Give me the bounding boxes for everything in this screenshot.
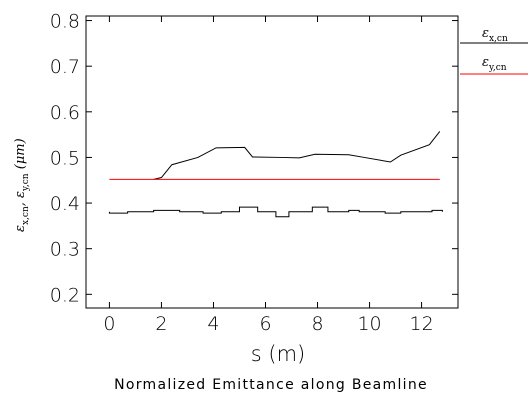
x-axis-label: s (m) [251, 342, 305, 366]
y-tick-label: 0.7 [50, 56, 80, 78]
series-line-0 [153, 131, 441, 180]
legend-entry-x-subscript: x,cn [489, 34, 508, 44]
y-tick-label: 0.2 [50, 284, 80, 306]
legend-entry-y-subscript: y,cn [488, 63, 507, 73]
x-tick-label: 2 [155, 313, 167, 335]
svg-text:εy,cn: εy,cn [482, 55, 507, 73]
series-layer [108, 131, 443, 218]
plot-frame [85, 15, 459, 309]
x-tick-label: 4 [207, 313, 219, 335]
y-tick-label: 0.8 [50, 11, 80, 33]
x-tick-label: 8 [311, 313, 323, 335]
y-axis-label-eps-x: ε [13, 225, 28, 232]
legend-entry-y: εy,cn [460, 55, 528, 75]
y-tick-label: 0.4 [50, 193, 80, 215]
y-axis-label-sub-y: y,cn [21, 173, 31, 192]
y-axis-label-sub-x: x,cn [21, 206, 31, 225]
legend: εx,cn εy,cn [460, 26, 528, 75]
y-tick-label: 0.6 [50, 102, 80, 124]
x-tick-label: 6 [259, 313, 271, 335]
x-tick-label: 0 [103, 313, 115, 335]
y-axis-ticks: 0.2 0.3 0.4 0.5 0.6 0.7 0.8 [50, 11, 458, 306]
y-tick-label: 0.5 [50, 147, 80, 169]
x-axis-ticks: 0 2 4 6 8 10 12 [103, 16, 434, 335]
legend-entry-y-symbol: ε [482, 55, 489, 70]
chart-title: Normalized Emittance along Beamline [114, 377, 428, 393]
legend-entry-x-symbol: ε [482, 26, 489, 41]
series-line-2 [108, 206, 443, 218]
y-tick-label: 0.3 [50, 239, 80, 261]
x-tick-label: 10 [357, 313, 381, 335]
svg-text:εx,cn: εx,cn [482, 26, 508, 44]
x-tick-label: 12 [409, 313, 433, 335]
legend-entry-x: εx,cn [460, 26, 528, 44]
y-axis-label: εx,cn, εy,cn (μm) [13, 138, 31, 232]
